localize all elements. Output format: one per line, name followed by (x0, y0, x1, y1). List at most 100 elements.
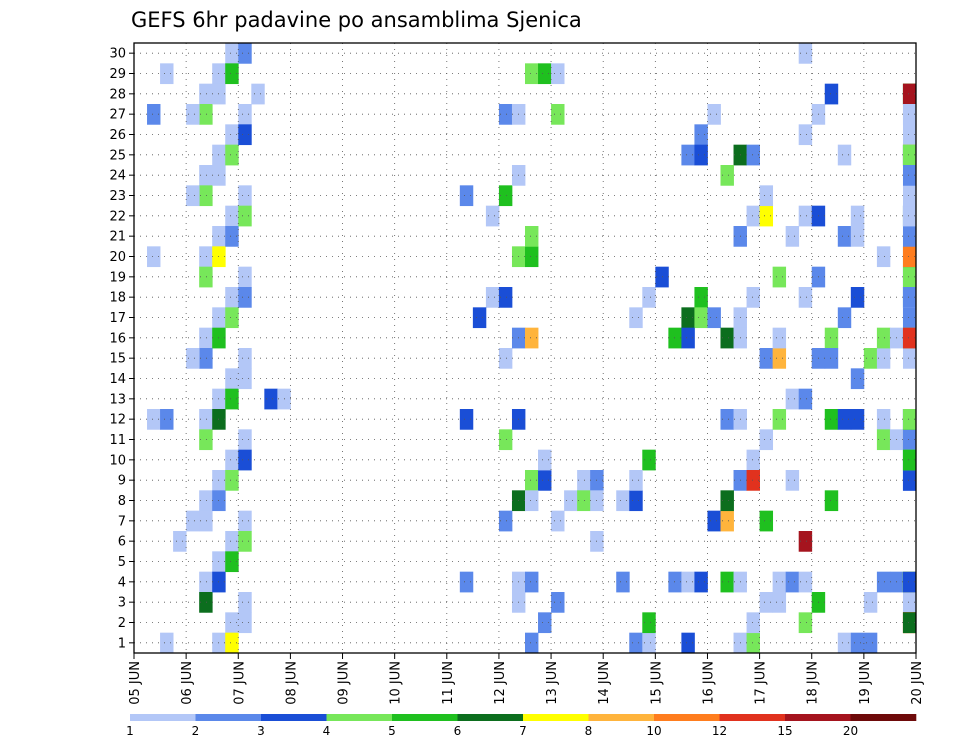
heatmap-cell (694, 571, 708, 593)
y-tick-label: 17 (109, 311, 126, 326)
heatmap-cell (837, 144, 852, 166)
heatmap-cell (225, 124, 239, 146)
x-tick-label: 11 JUN (441, 661, 456, 705)
heatmap-cell (902, 592, 917, 613)
heatmap-cell (707, 510, 721, 532)
heatmap-cell (902, 124, 917, 146)
heatmap-cell (225, 63, 239, 85)
y-tick-label: 7 (118, 514, 126, 529)
heatmap-cell (876, 348, 891, 369)
colorbar-segment (326, 714, 393, 721)
y-tick-label: 3 (118, 596, 126, 611)
heatmap-cell (160, 409, 174, 430)
heatmap-cell (238, 205, 252, 227)
heatmap-cell (616, 571, 630, 593)
heatmap-cell (681, 571, 695, 593)
heatmap-cell (629, 470, 643, 491)
colorbar-tick-label: 1 (126, 724, 134, 738)
x-tick-label: 05 JUN (128, 661, 143, 705)
heatmap-cell (225, 307, 239, 329)
heatmap-cell (746, 144, 760, 166)
heatmap-cell (681, 327, 695, 349)
y-tick-label: 13 (109, 392, 126, 407)
x-tick-label: 06 JUN (180, 661, 195, 705)
heatmap-cell (850, 409, 865, 430)
heatmap-cell (837, 632, 852, 654)
colorbar-segment (261, 714, 327, 721)
heatmap-cell (824, 348, 839, 369)
heatmap-cell (798, 43, 813, 64)
heatmap-cell (238, 612, 252, 634)
heatmap-cell (824, 83, 839, 105)
heatmap-cell (199, 409, 213, 430)
heatmap-cell (525, 470, 539, 491)
y-tick-label: 9 (118, 474, 126, 489)
heatmap-cell (876, 327, 891, 349)
heatmap-cell (147, 409, 161, 430)
heatmap-cell (720, 490, 734, 512)
heatmap-cell (798, 205, 813, 227)
heatmap-cell (199, 185, 213, 207)
heatmap-cell (863, 592, 878, 613)
heatmap-cell (759, 429, 774, 451)
heatmap-cell (564, 490, 578, 512)
heatmap-cell (902, 205, 917, 227)
heatmap-cell (837, 226, 852, 247)
heatmap-cell (238, 510, 252, 532)
heatmap-cell (694, 144, 708, 166)
heatmap-cell (551, 510, 565, 532)
colorbar-tick-label: 3 (257, 724, 265, 738)
heatmap-cell (525, 246, 539, 268)
y-tick-label: 12 (109, 413, 126, 428)
y-tick-label: 6 (118, 535, 126, 550)
heatmap-cell (902, 429, 917, 451)
heatmap-cell (798, 571, 813, 593)
heatmap-cell (551, 104, 565, 125)
heatmap-cell (681, 632, 695, 654)
heatmap-cell (876, 409, 891, 430)
y-tick-label: 20 (109, 250, 126, 265)
y-tick-label: 21 (109, 230, 126, 245)
x-axis-ticks: 05 JUN 06 JUN 07 JUN 08 JUN 09 JUN 10 JUN 11 J… (128, 653, 925, 705)
heatmap-cell (225, 226, 239, 247)
heatmap-cell (902, 348, 917, 369)
heatmap-cell (746, 205, 760, 227)
heatmap-cell (668, 327, 682, 349)
heatmap-cell (642, 449, 656, 471)
heatmap-cell (199, 246, 213, 268)
heatmap-cell (538, 449, 552, 471)
heatmap-cell (746, 612, 760, 634)
y-tick-label: 25 (109, 148, 126, 163)
heatmap-cell (199, 327, 213, 349)
colorbar-tick-label: 10 (646, 724, 661, 738)
heatmap-cell (720, 165, 734, 186)
heatmap-cell (720, 510, 734, 532)
heatmap-cell (629, 490, 643, 512)
heatmap-cell (459, 571, 474, 593)
heatmap-cell (238, 531, 252, 552)
heatmap-cell (459, 409, 474, 430)
heatmap-cell (785, 470, 800, 491)
heatmap-cell (238, 124, 252, 146)
y-tick-label: 15 (109, 352, 126, 367)
heatmap-cell (238, 287, 252, 308)
heatmap-cell (264, 388, 278, 410)
y-tick-label: 28 (109, 87, 126, 102)
heatmap-cell (798, 124, 813, 146)
x-tick-label: 13 JUN (545, 661, 560, 705)
heatmap-cell (538, 63, 552, 85)
heatmap-cell (642, 632, 656, 654)
heatmap-cell (525, 490, 539, 512)
heatmap-cell (199, 348, 213, 369)
heatmap-cell (720, 571, 734, 593)
heatmap-cell (902, 144, 917, 166)
heatmap-cell (225, 43, 239, 64)
heatmap-cell (485, 287, 500, 308)
heatmap-cell (160, 63, 174, 85)
heatmap-cell (525, 571, 539, 593)
heatmap-cell (186, 185, 200, 207)
heatmap-cell (902, 612, 917, 634)
y-tick-label: 18 (109, 291, 126, 306)
heatmap-cell (681, 144, 695, 166)
